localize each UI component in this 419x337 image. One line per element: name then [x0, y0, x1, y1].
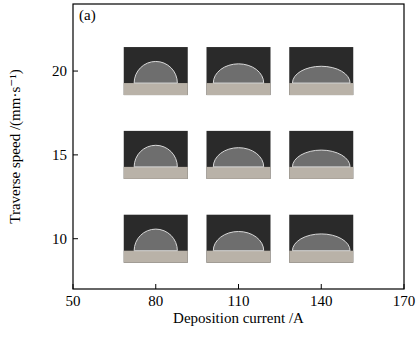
- substrate: [124, 83, 188, 95]
- x-tick: [404, 284, 405, 289]
- bead: [213, 148, 263, 167]
- photo-bg: [207, 47, 271, 95]
- y-tick: [73, 154, 78, 155]
- photo-bg: [124, 215, 188, 263]
- chart: 50 80 110 140 170 10 15 20 Deposition current /A…: [0, 0, 419, 337]
- bead-photo: [289, 47, 353, 95]
- photo-bg: [124, 131, 188, 179]
- x-tick-label: 80: [148, 293, 163, 309]
- bead-photo: [289, 131, 353, 179]
- bead-photo: [289, 215, 353, 263]
- bead: [292, 66, 350, 83]
- x-tick-label: 50: [66, 293, 81, 309]
- marks: [124, 47, 354, 263]
- bead: [134, 145, 177, 167]
- bead-photo: [124, 47, 188, 95]
- substrate: [124, 167, 188, 179]
- y-tick: [73, 238, 78, 239]
- photo-bg: [207, 215, 271, 263]
- y-tick-label: 15: [52, 147, 67, 163]
- y-axis-label: Traverse speed /(mm·s⁻¹): [7, 69, 24, 223]
- bead-photo: [124, 215, 188, 263]
- x-tick-label: 140: [310, 293, 333, 309]
- bead-photo: [207, 215, 271, 263]
- photo-bg: [289, 215, 353, 263]
- x-tick: [73, 284, 74, 289]
- bead-photo: [124, 131, 188, 179]
- x-tick-label: 110: [228, 293, 250, 309]
- y-tick: [73, 71, 78, 72]
- photo-bg: [289, 47, 353, 95]
- y-tick-label: 20: [52, 63, 67, 79]
- bead: [213, 64, 263, 83]
- bead-photo: [207, 131, 271, 179]
- bead: [292, 234, 350, 251]
- x-tick-label: 170: [393, 293, 416, 309]
- x-axis-label: Deposition current /A: [173, 310, 304, 326]
- photo-bg: [124, 47, 188, 95]
- photo-bg: [207, 131, 271, 179]
- substrate: [207, 251, 271, 263]
- panel-label: (a): [79, 7, 96, 24]
- bead: [292, 150, 350, 167]
- x-tick: [321, 284, 322, 289]
- x-tick: [155, 284, 156, 289]
- substrate: [289, 167, 353, 179]
- substrate: [207, 167, 271, 179]
- bead: [134, 61, 177, 83]
- x-tick: [238, 284, 239, 289]
- bead-photo: [207, 47, 271, 95]
- photo-bg: [289, 131, 353, 179]
- y-tick-label: 10: [52, 231, 67, 247]
- substrate: [207, 83, 271, 95]
- plot-frame: [73, 4, 404, 289]
- substrate: [289, 83, 353, 95]
- bead: [134, 229, 177, 251]
- substrate: [289, 251, 353, 263]
- bead: [213, 232, 263, 251]
- substrate: [124, 251, 188, 263]
